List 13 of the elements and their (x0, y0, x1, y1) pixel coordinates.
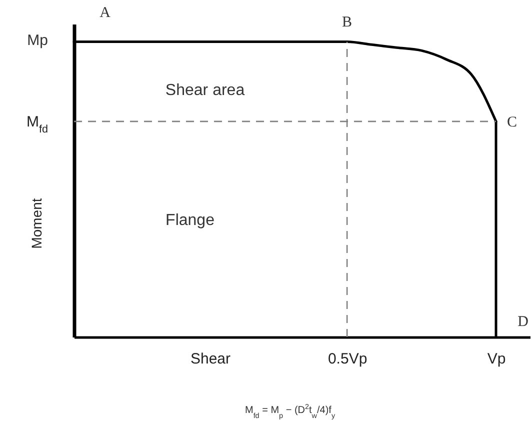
ref-line-label: M$_{fd}$ (26, 113, 48, 136)
text: D (518, 314, 529, 330)
text: Mp (27, 32, 48, 49)
x-tick-label: 0.5Vp (328, 350, 368, 368)
annotation: B (342, 14, 352, 31)
x-tick-label: Vp (487, 350, 506, 368)
annotation: Shear area (165, 82, 245, 99)
x-axis-title: Shear (190, 350, 231, 368)
text: A (100, 5, 111, 21)
annotation: Flange (166, 212, 215, 229)
text: M$_{fd}$ = M$_{p}$ − (D$^{2}$t$_{w}$/4)f$_{y}$ (244, 402, 336, 420)
annotation: C (506, 114, 518, 130)
y-axis-title: Moment (28, 198, 44, 249)
